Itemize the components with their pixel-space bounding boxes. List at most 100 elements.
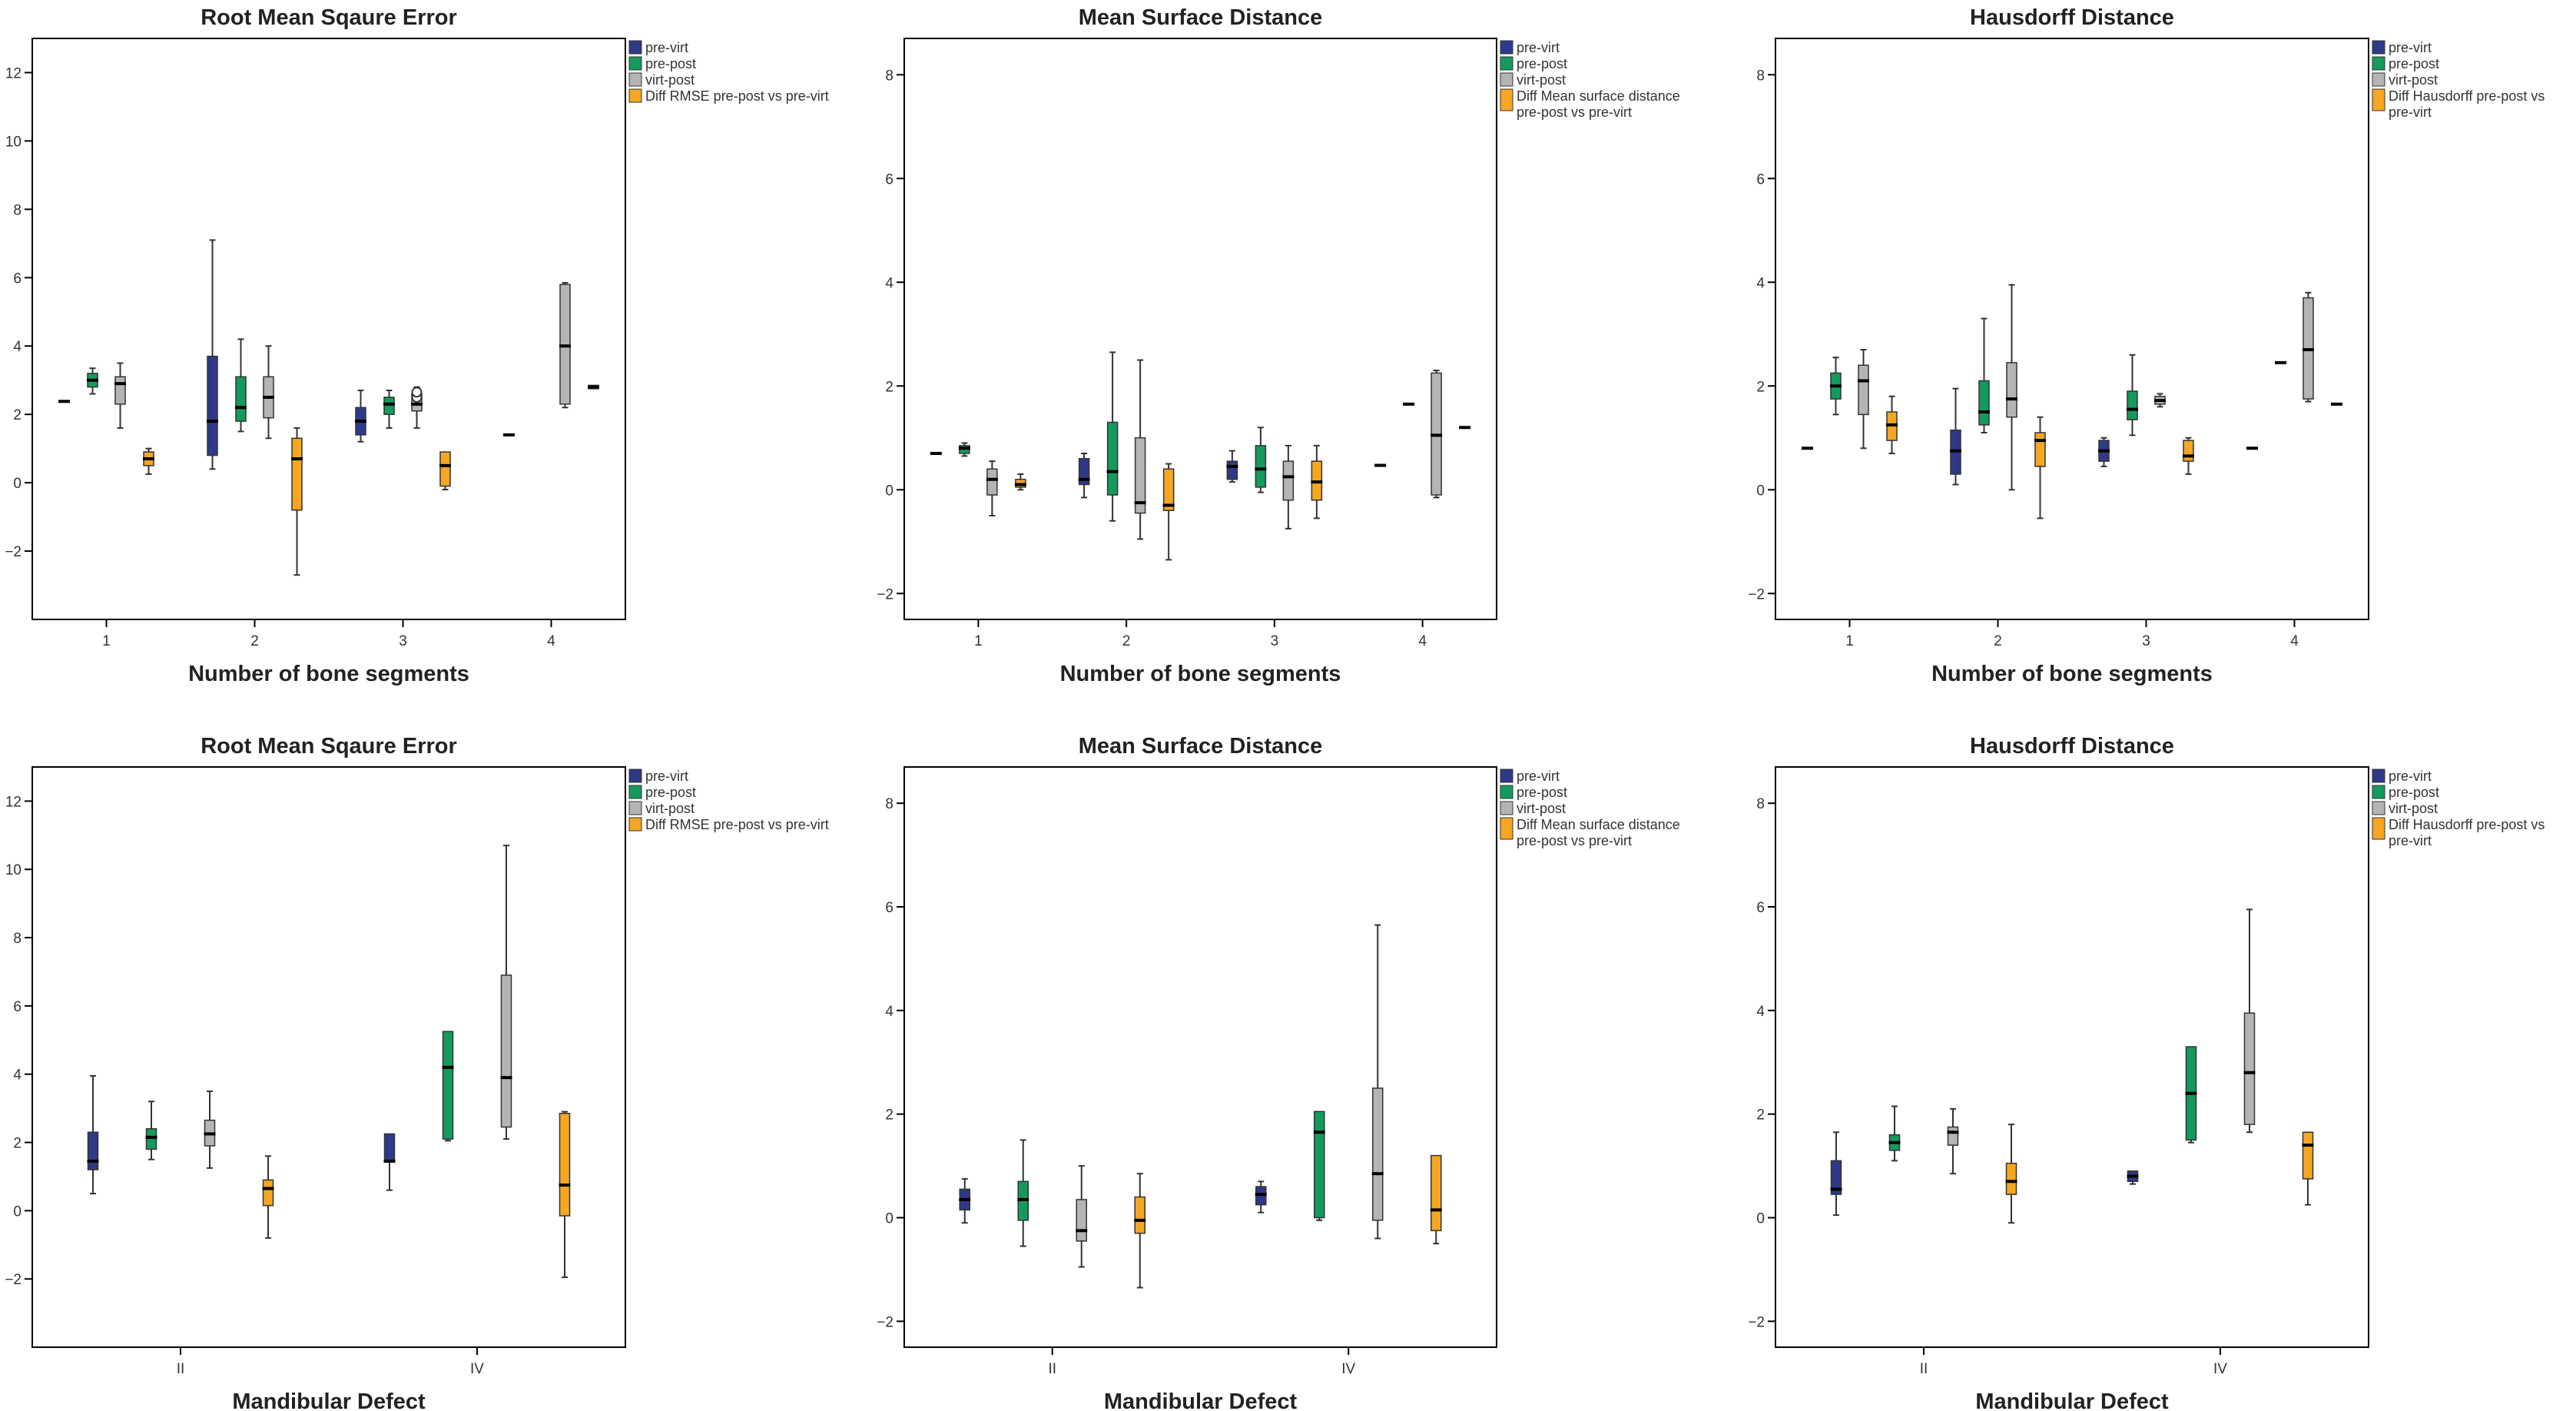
box-plot-mark xyxy=(1255,427,1267,493)
iqr-box xyxy=(383,1133,396,1162)
box-plot-mark xyxy=(1430,1154,1442,1245)
chart-title: Mean Surface Distance xyxy=(1079,5,1323,30)
legend-label: pre-post xyxy=(1517,56,1567,71)
chart-title: Root Mean Sqaure Error xyxy=(201,734,457,759)
y-tick-label: 6 xyxy=(885,900,893,916)
chart-title: Hausdorff Distance xyxy=(1970,5,2174,30)
iqr-box xyxy=(1134,1196,1145,1234)
legend-label: pre-post xyxy=(1517,785,1567,800)
x-tick-label: 3 xyxy=(2142,633,2150,649)
x-axis-label: Number of bone segments xyxy=(188,662,469,686)
legend-swatch xyxy=(628,40,642,55)
legend-swatch xyxy=(1500,801,1513,815)
legend-label: Diff RMSE pre-post vs pre-virt xyxy=(645,817,829,832)
legend-label: virt-post xyxy=(645,72,695,88)
box-plot-mark xyxy=(2185,1046,2197,1144)
x-tick-label: IV xyxy=(1341,1361,1355,1377)
series-diff-mean-surface-distance-pre-post-vs-pre-virt xyxy=(1134,1154,1442,1289)
plot-area xyxy=(903,766,1497,1348)
iqr-box xyxy=(986,468,998,496)
legend-label: pre-virt xyxy=(1517,769,1560,784)
series-pre-post xyxy=(1830,317,2286,437)
iqr-box xyxy=(114,376,126,405)
series-pre-post xyxy=(1017,1111,1325,1247)
box-plot-mark xyxy=(2243,908,2256,1134)
chart-panel-6: Hausdorff Distance −2 0 2 4 6 8 II IV Mandibular … xyxy=(1748,734,2545,1411)
box-plot-mark xyxy=(2006,284,2017,491)
iqr-box xyxy=(559,284,571,405)
box-plot-mark xyxy=(1830,357,1842,416)
series-diff-hausdorff-pre-post-vs-pre-virt xyxy=(2005,1124,2314,1224)
y-tick-label: 4 xyxy=(1756,1004,1765,1020)
series-pre-virt xyxy=(930,450,1387,499)
y-tick-label: 0 xyxy=(1756,1210,1765,1227)
legend-swatch xyxy=(1500,56,1513,71)
x-axis-label: Number of bone segments xyxy=(1060,662,1341,686)
iqr-box xyxy=(2243,1012,2256,1125)
x-axis-label: Mandibular Defect xyxy=(232,1389,426,1411)
plot-area xyxy=(31,38,626,620)
y-tick-label: −2 xyxy=(1748,586,1765,603)
box-plot-mark xyxy=(2302,1131,2314,1206)
y-tick-label: 10 xyxy=(5,862,22,878)
box-plot-mark xyxy=(1830,1131,1842,1217)
y-tick-label: 2 xyxy=(13,1136,22,1152)
x-axis: II IV xyxy=(177,1347,484,1377)
y-tick-label: 0 xyxy=(1756,483,1765,499)
chart-title: Root Mean Sqaure Error xyxy=(201,5,457,30)
legend-label: pre-virt xyxy=(2389,769,2432,784)
y-tick-label: −2 xyxy=(1748,1314,1765,1330)
legend-label: pre-virt xyxy=(2389,105,2432,120)
legend-swatch xyxy=(1500,40,1513,55)
y-tick-label: 0 xyxy=(13,1204,22,1220)
series-pre-virt xyxy=(87,1074,396,1195)
box-plot-mark xyxy=(1162,463,1175,561)
iqr-box xyxy=(1162,468,1175,511)
box-plot-mark xyxy=(2005,1124,2017,1224)
legend-label: Diff Mean surface distance xyxy=(1517,88,1680,104)
box-plot-mark xyxy=(1014,473,1026,491)
box-plot-mark xyxy=(500,845,512,1140)
box-plot-mark xyxy=(1313,1111,1325,1221)
x-tick-label: 1 xyxy=(1845,633,1854,649)
y-tick-label: −2 xyxy=(877,1314,893,1330)
y-tick-label: 12 xyxy=(5,65,22,81)
iqr-box xyxy=(439,451,451,487)
y-axis: −2 0 2 4 6 8 xyxy=(877,68,904,603)
x-tick-label: 2 xyxy=(250,633,259,649)
box-plot-mark xyxy=(355,390,366,443)
iqr-box xyxy=(2127,390,2138,420)
iqr-box xyxy=(291,437,303,511)
iqr-box xyxy=(87,1131,99,1170)
iqr-box xyxy=(1314,1111,1325,1219)
x-tick-label: IV xyxy=(2213,1361,2227,1377)
legend-label: pre-virt xyxy=(1517,40,1560,55)
box-plot-mark xyxy=(411,386,423,429)
legend-swatch xyxy=(628,801,642,815)
legend-label: pre-post vs pre-virt xyxy=(1517,833,1632,848)
y-tick-label: 0 xyxy=(885,1210,893,1227)
legend-swatch xyxy=(1500,88,1513,111)
plot-area xyxy=(903,38,1497,620)
y-tick-label: 4 xyxy=(13,339,22,355)
box-plot-mark xyxy=(1076,1165,1088,1268)
iqr-box xyxy=(1076,1199,1087,1242)
y-tick-label: 6 xyxy=(13,271,22,287)
box-plot-mark xyxy=(2302,291,2314,403)
y-tick-label: −2 xyxy=(5,1272,22,1288)
legend-swatch xyxy=(628,72,642,87)
box-plot-mark xyxy=(588,384,599,390)
chart-panel-3: Hausdorff Distance −2 0 2 4 6 8 1 2 3 4 Number of b… xyxy=(1748,5,2545,686)
x-axis-label: Mandibular Defect xyxy=(1104,1389,1298,1411)
iqr-box xyxy=(2183,440,2194,462)
y-tick-label: 2 xyxy=(1756,1107,1765,1124)
y-tick-label: 8 xyxy=(1756,796,1765,812)
y-tick-label: 2 xyxy=(1756,379,1765,395)
iqr-box xyxy=(262,1179,274,1207)
box-plot-mark xyxy=(87,1074,99,1195)
y-axis: −2 0 2 4 6 8 xyxy=(1748,68,1775,603)
